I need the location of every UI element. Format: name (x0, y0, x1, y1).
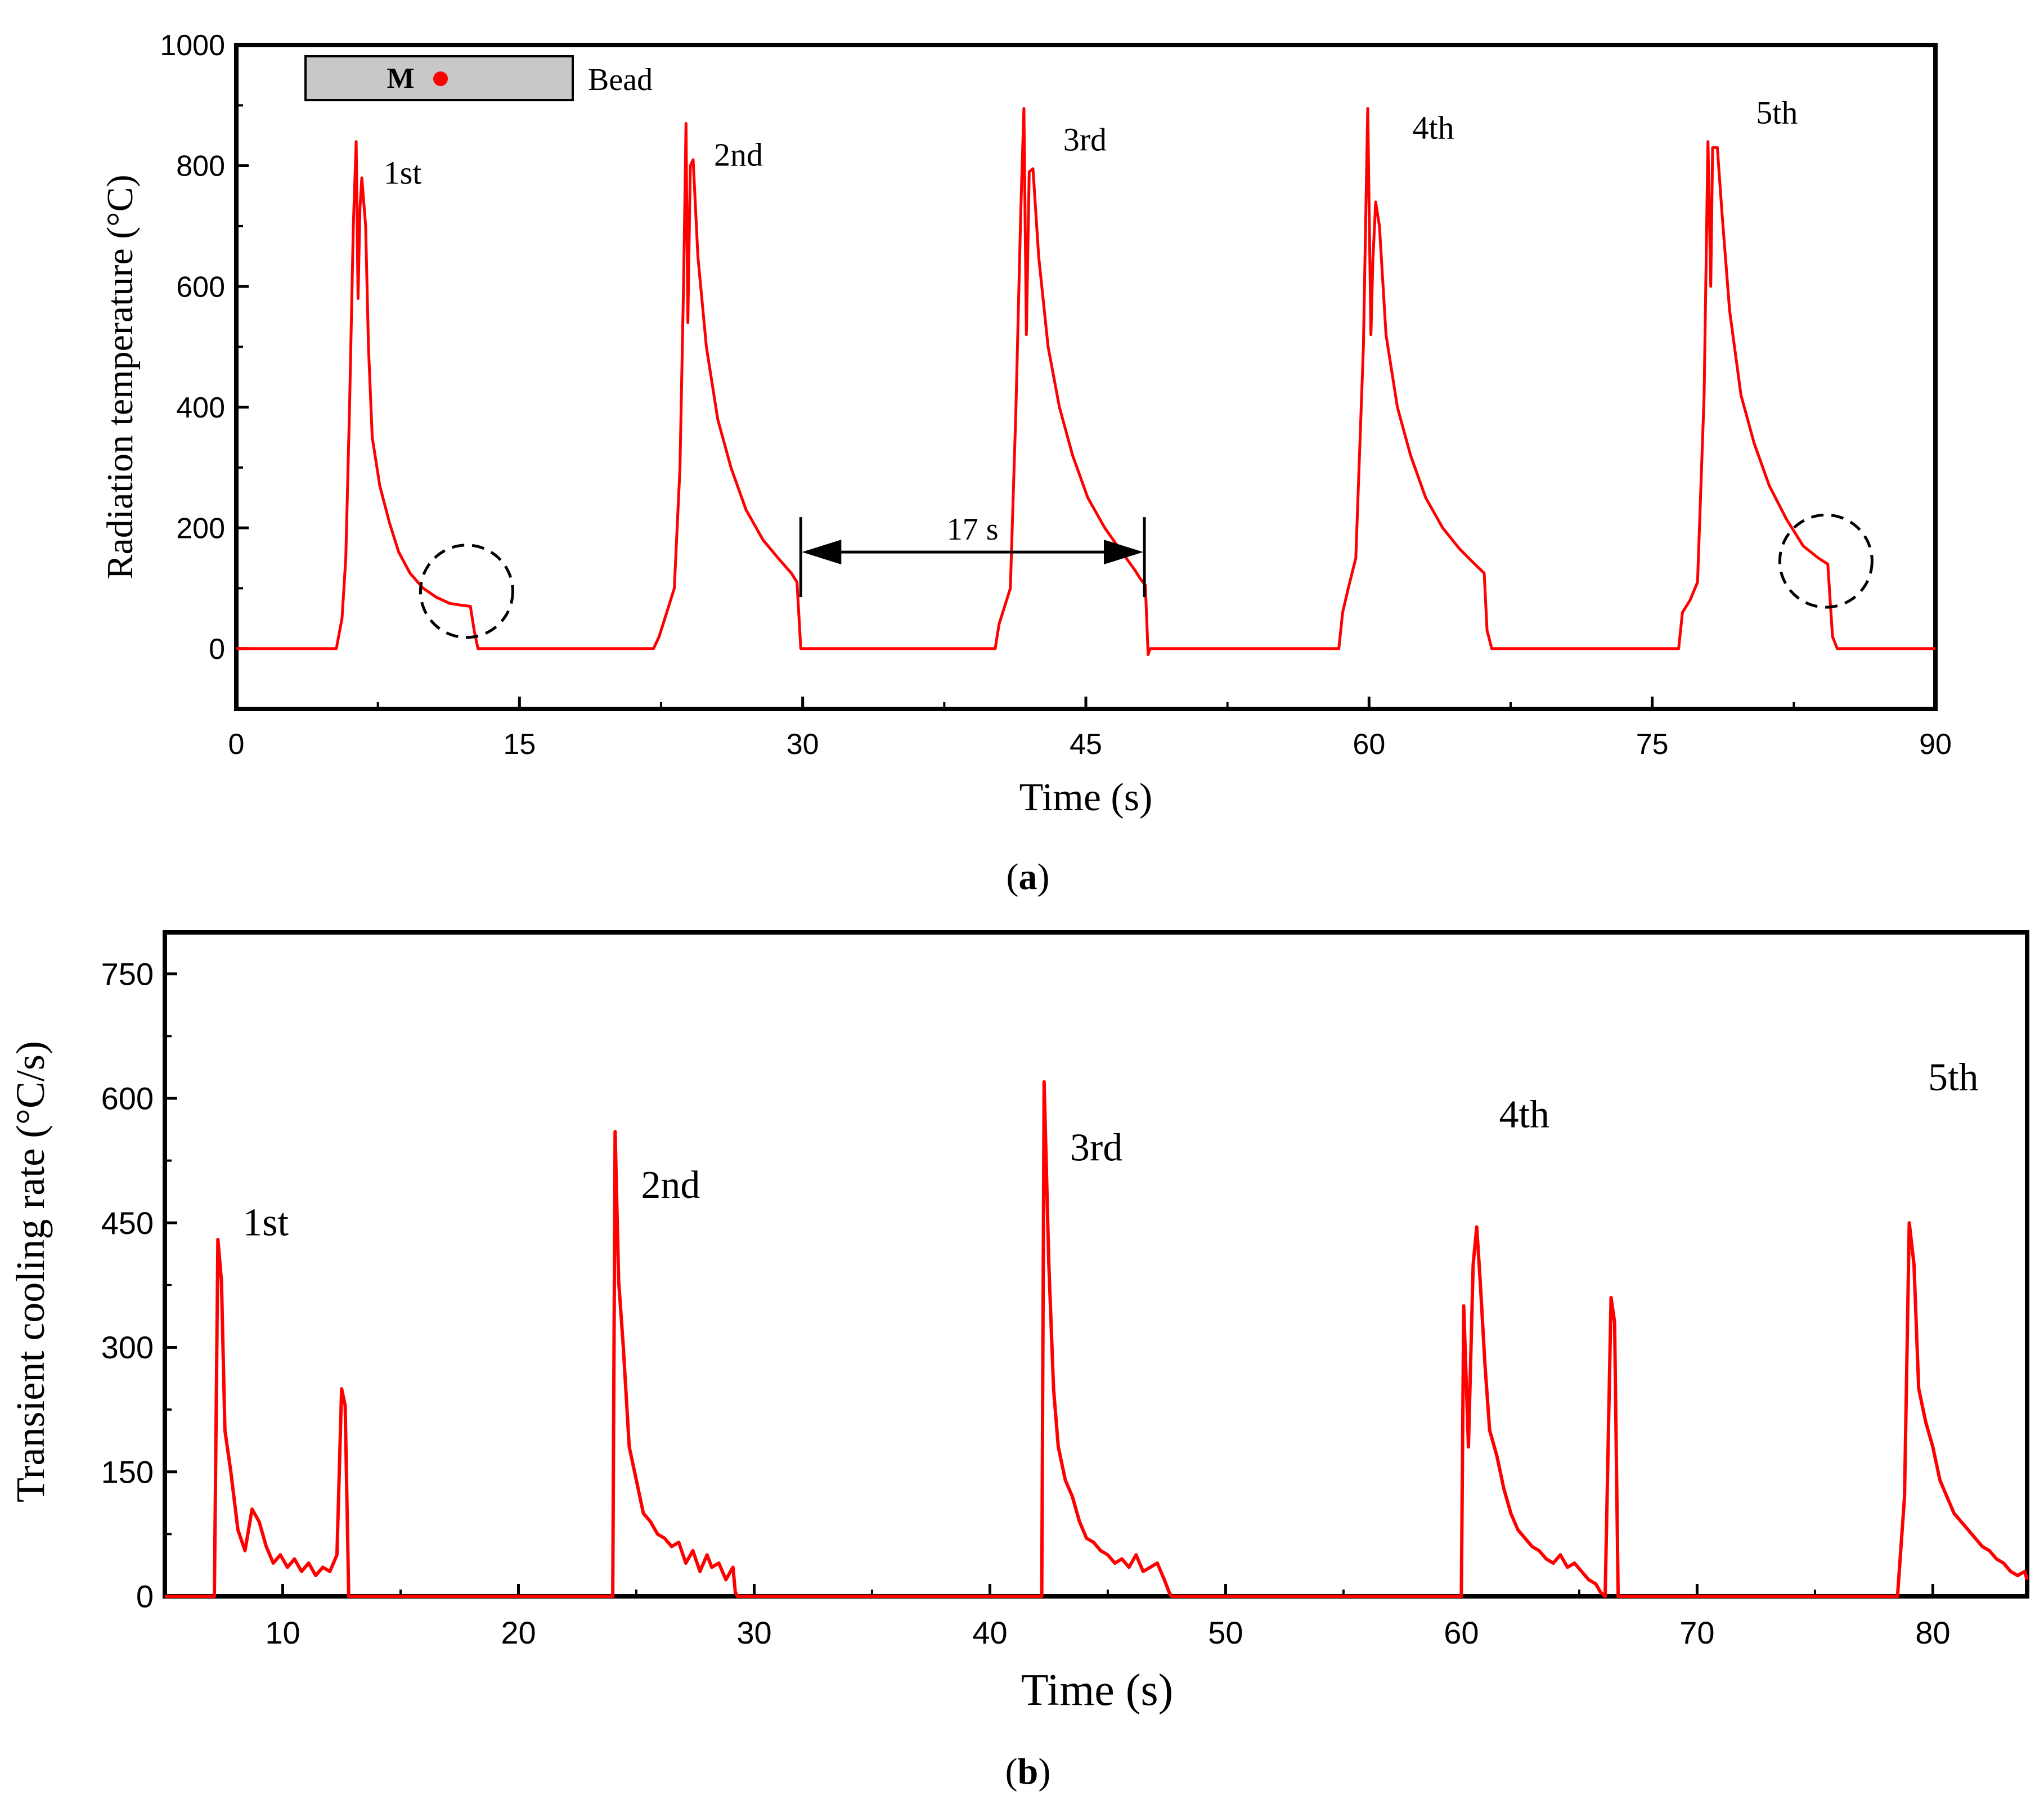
panel-b-caption-letter: b (1018, 1751, 1039, 1792)
x-tick-label: 60 (1444, 1615, 1479, 1650)
y-tick-label: 450 (101, 1205, 154, 1241)
panel-b-chart: 0 150 300 450 600 750 10 20 30 40 50 60 70 80 1st 2nd… (8, 930, 2029, 1792)
panel-b-y-axis-label: Transient cooling rate (°C/s) (8, 1041, 53, 1502)
interval-label: 17 s (947, 512, 999, 547)
panel-a-caption: (a) (1007, 856, 1050, 897)
bead-label: Bead (588, 62, 653, 97)
x-tick-label: 75 (1636, 728, 1669, 761)
x-tick-label: 50 (1208, 1615, 1243, 1650)
peak-label-5th: 5th (1928, 1056, 1978, 1099)
y-tick-label: 600 (176, 271, 225, 303)
panel-a-chart: 0 200 400 600 800 1000 0 15 30 45 60 75 90 1st 2nd 3r… (100, 29, 1952, 897)
y-tick-label: 400 (176, 392, 225, 424)
highlight-circle-1st (419, 544, 514, 639)
peak-label-1st: 1st (242, 1201, 289, 1244)
measurement-point-dot (433, 71, 448, 86)
x-tick-label: 60 (1353, 728, 1385, 761)
x-tick-label: 0 (228, 728, 245, 761)
y-tick-label: 300 (101, 1330, 154, 1365)
y-tick-label: 0 (209, 633, 225, 666)
y-tick-label: 750 (101, 956, 154, 991)
panel-a-x-axis-label: Time (s) (1019, 776, 1153, 819)
peak-label-4th: 4th (1499, 1093, 1549, 1137)
y-tick-label: 0 (136, 1579, 154, 1614)
x-tick-label: 15 (503, 728, 536, 761)
panel-b-x-ticks: 10 20 30 40 50 60 70 80 (265, 1584, 1951, 1650)
panel-a-x-ticks: 0 15 30 45 60 75 90 (228, 697, 1952, 761)
panel-a-series-line (236, 107, 1935, 656)
x-tick-label: 30 (736, 1615, 771, 1650)
y-tick-label: 200 (176, 512, 225, 545)
x-tick-label: 20 (501, 1615, 536, 1650)
interval-annotation: 17 s (799, 512, 1146, 598)
x-tick-label: 80 (1915, 1615, 1950, 1650)
x-tick-label: 45 (1070, 728, 1102, 761)
peak-label-5th: 5th (1756, 94, 1798, 131)
interval-arrowhead-right (1104, 540, 1144, 565)
peak-label-2nd: 2nd (641, 1164, 700, 1207)
panel-a-peak-labels: 1st 2nd 3rd 4th 5th (384, 94, 1798, 191)
peak-label-3rd: 3rd (1070, 1126, 1122, 1170)
interval-arrowhead-left (802, 540, 842, 565)
peak-label-2nd: 2nd (714, 137, 763, 173)
x-tick-label: 90 (1919, 728, 1952, 761)
x-tick-label: 10 (265, 1615, 300, 1650)
y-tick-label: 800 (176, 150, 225, 183)
panel-b-y-ticks: 0 150 300 450 600 750 (101, 956, 177, 1614)
y-tick-label: 150 (101, 1454, 154, 1489)
panel-b-caption: (b) (1005, 1751, 1051, 1792)
peak-label-1st: 1st (384, 155, 422, 191)
panel-b-x-axis-label: Time (s) (1021, 1666, 1173, 1715)
peak-label-3rd: 3rd (1063, 122, 1107, 158)
bead-inset: M Bead (304, 55, 653, 101)
panel-a-y-ticks: 0 200 400 600 800 1000 (160, 29, 249, 666)
panel-b-frame (163, 930, 2029, 1599)
panel-a-y-axis-label: Radiation temperature (°C) (100, 174, 141, 579)
highlight-circle-5th (1778, 513, 1874, 609)
panel-a-caption-letter: a (1019, 856, 1037, 897)
x-tick-label: 30 (787, 728, 819, 761)
peak-label-4th: 4th (1413, 109, 1454, 146)
marker-label: M (387, 62, 414, 95)
x-tick-label: 70 (1679, 1615, 1714, 1650)
panel-b-peak-labels: 1st 2nd 3rd 4th 5th (242, 1056, 1978, 1244)
y-tick-label: 600 (101, 1081, 154, 1116)
x-tick-label: 40 (972, 1615, 1007, 1650)
y-tick-label: 1000 (160, 29, 225, 62)
panel-b-series-line (165, 1080, 2029, 1598)
